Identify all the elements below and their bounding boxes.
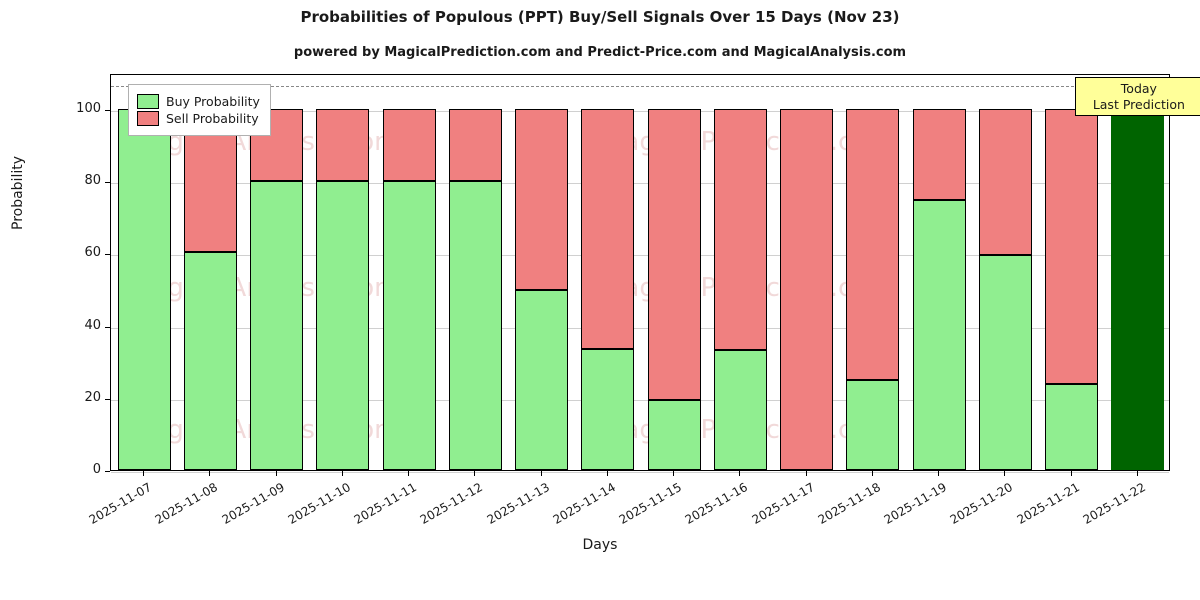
bar-segment-sell [1045,109,1099,385]
today-annotation-line2: Last Prediction [1092,96,1185,112]
bar-group [846,73,900,470]
bar-group [382,73,436,470]
x-tick-mark [805,471,807,476]
x-tick-mark [1004,471,1006,476]
bar-group [316,73,370,470]
threshold-line [111,85,1169,87]
chart-legend: Buy Probability Sell Probability [128,84,271,136]
bar-group [978,73,1032,470]
bar-segment-sell [780,109,834,470]
bar-group [647,73,701,470]
grid-line [111,255,1169,257]
x-tick-mark [209,471,211,476]
x-tick-mark [1136,471,1138,476]
bar-segment-sell [316,109,370,182]
bar-segment-buy [1045,384,1099,470]
x-tick-mark [606,471,608,476]
x-tick-mark [540,471,542,476]
bar-segment-buy [183,251,237,470]
legend-swatch-buy [137,94,159,109]
bar-segment-buy [117,109,171,470]
x-tick-mark [739,471,741,476]
bar-group [780,73,834,470]
y-axis-label: Probability [10,155,26,230]
grid-line [111,183,1169,185]
legend-label-buy: Buy Probability [166,94,260,109]
grid-line [111,327,1169,329]
bar-group [713,73,767,470]
legend-label-sell: Sell Probability [166,111,259,126]
bar-segment-sell [448,109,502,182]
grid-line [111,472,1169,473]
y-tick-mark [105,110,110,112]
bar-group [515,73,569,470]
y-tick-mark [105,254,110,256]
bar-segment-buy [846,379,900,470]
x-tick-mark [275,471,277,476]
y-tick-label: 100 [76,101,101,117]
grid-line [111,399,1169,401]
bar-segment-buy [250,181,304,470]
y-tick-mark [105,326,110,328]
today-annotation: Today Last Prediction [1074,77,1200,117]
bar-segment-sell [978,109,1032,256]
legend-item-buy: Buy Probability [137,94,260,109]
bar-segment-sell [647,109,701,400]
bar-group [250,73,304,470]
bar-segment-sell [382,109,436,182]
x-axis-label: Days [582,537,618,553]
x-tick-mark [408,471,410,476]
x-tick-mark [673,471,675,476]
y-tick-label: 0 [92,462,101,477]
bar-segment-buy [515,289,569,470]
bar-segment-sell [515,109,569,290]
bar-group [581,73,635,470]
x-tick-mark [474,471,476,476]
y-tick-label: 40 [84,317,101,333]
bar-group [1045,73,1099,470]
y-tick-label: 80 [84,173,101,189]
x-tick-mark [341,471,343,476]
bar-segment-buy [581,349,635,470]
bar-segment-buy [978,255,1032,470]
bar-segment-buy [713,349,767,470]
bar-segment-sell [581,109,635,350]
bar-segment-buy [316,181,370,470]
today-annotation-line1: Today [1120,81,1157,96]
x-tick-mark [1070,471,1072,476]
bar-group [912,73,966,470]
bar-segment-today [1111,109,1165,470]
bar-segment-sell [846,109,900,380]
bar-segment-sell [713,109,767,350]
y-tick-mark [105,398,110,400]
y-tick-label: 60 [84,245,101,261]
x-tick-mark [938,471,940,476]
x-tick-mark [871,471,873,476]
chart-subtitle: powered by MagicalPrediction.com and Pre… [293,45,907,60]
bar-segment-buy [382,181,436,470]
grid-line [111,111,1169,113]
legend-item-sell: Sell Probability [137,111,260,126]
bar-group [448,73,502,470]
bar-segment-sell [912,109,966,201]
chart-title: Probabilities of Populous (PPT) Buy/Sell… [300,8,900,26]
bar-segment-buy [912,200,966,470]
bar-segment-buy [448,181,502,470]
legend-swatch-sell [137,111,159,126]
bar-group [117,73,171,470]
y-tick-mark [105,471,110,472]
x-tick-mark [143,471,145,476]
bar-group [1111,73,1165,470]
bar-segment-buy [647,399,701,470]
y-tick-label: 20 [84,389,101,405]
y-tick-mark [105,182,110,184]
